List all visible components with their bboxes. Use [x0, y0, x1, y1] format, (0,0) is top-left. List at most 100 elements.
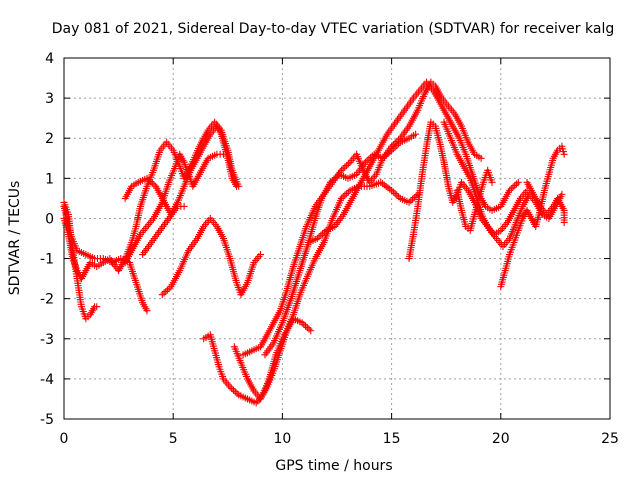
series-track-12 — [305, 78, 522, 247]
y-axis-label: SDTVAR / TECUs — [7, 181, 23, 296]
y-tick-label: -2 — [40, 292, 54, 308]
data-point — [395, 136, 403, 144]
x-tick-label: 0 — [60, 431, 69, 447]
data-point — [365, 155, 373, 163]
chart-title: Day 081 of 2021, Sidereal Day-to-day VTE… — [52, 21, 614, 37]
data-point — [337, 194, 345, 202]
series-track-15 — [453, 166, 496, 234]
data-point — [363, 157, 371, 165]
data-point — [231, 388, 239, 396]
data-point — [344, 160, 352, 168]
data-point — [343, 161, 351, 169]
x-tick-label: 5 — [169, 431, 178, 447]
data-point — [488, 178, 496, 186]
x-tick-label: 15 — [383, 431, 401, 447]
data-point — [560, 218, 568, 226]
data-point — [388, 186, 396, 194]
data-point — [330, 175, 338, 183]
data-point — [393, 191, 401, 199]
data-point — [391, 190, 399, 198]
data-point — [148, 179, 156, 187]
data-point — [326, 178, 334, 186]
data-point — [395, 193, 403, 201]
data-point — [511, 182, 519, 190]
x-ticks: 0 5 10 15 20 25 — [60, 58, 619, 447]
data-point — [158, 291, 166, 299]
data-point — [233, 389, 241, 397]
x-tick-label: 25 — [601, 431, 619, 447]
data-point — [305, 325, 313, 333]
data-point — [341, 191, 349, 199]
series-track-9 — [230, 178, 422, 403]
y-tick-label: 0 — [45, 211, 54, 227]
data-point — [320, 228, 328, 236]
y-tick-label: -5 — [40, 412, 54, 428]
grid — [64, 58, 610, 419]
data-point — [228, 385, 236, 393]
data-point — [303, 324, 311, 332]
x-axis-label: GPS time / hours — [275, 458, 392, 474]
data-point — [229, 386, 237, 394]
data-point — [514, 178, 522, 186]
data-point — [412, 130, 420, 138]
data-point — [343, 190, 351, 198]
data-point — [558, 190, 566, 198]
y-tick-label: 2 — [45, 131, 54, 147]
y-tick-label: -3 — [40, 332, 54, 348]
plot-frame — [63, 57, 611, 420]
x-tick-label: 10 — [273, 431, 291, 447]
data-point — [560, 150, 568, 158]
data-point — [412, 192, 420, 200]
y-tick-label: 4 — [45, 51, 54, 67]
data-point — [344, 188, 352, 196]
data-point — [313, 235, 321, 242]
y-tick-label: -4 — [40, 372, 54, 388]
data-point — [388, 142, 396, 150]
data-point — [339, 193, 347, 201]
data-point — [333, 172, 341, 180]
data-point — [391, 139, 399, 147]
data-point — [143, 174, 151, 182]
data-point — [146, 178, 154, 186]
data-point — [407, 197, 415, 205]
data-point — [165, 284, 173, 292]
data-point — [298, 319, 306, 327]
data-point — [226, 383, 234, 391]
data-point — [341, 163, 349, 171]
y-ticks: -5 -4 -3 -2 -1 0 1 2 3 4 — [40, 51, 610, 428]
data-point — [405, 198, 413, 206]
x-tick-label: 20 — [492, 431, 510, 447]
data-point — [389, 188, 397, 196]
data-point — [162, 287, 170, 295]
data-point — [180, 202, 188, 210]
data-point — [507, 185, 515, 193]
data-point — [509, 183, 517, 191]
data-point — [389, 141, 397, 149]
y-tick-label: 1 — [45, 171, 54, 187]
data-point — [164, 286, 172, 294]
data-point — [317, 231, 325, 239]
series-track-3 — [60, 202, 151, 315]
series-track-17 — [523, 178, 568, 226]
data-point — [93, 303, 101, 311]
data-point — [393, 137, 401, 145]
data-point — [477, 154, 485, 162]
y-tick-label: -1 — [40, 252, 54, 268]
series-track-10 — [239, 130, 420, 359]
data-point — [233, 182, 241, 190]
data-point — [257, 251, 265, 259]
data-point — [143, 307, 151, 315]
data-point — [160, 289, 168, 297]
data-points — [60, 78, 568, 407]
data-point — [328, 177, 336, 185]
data-point — [332, 174, 340, 182]
data-point — [300, 320, 308, 328]
series-track-6 — [139, 202, 188, 259]
data-point — [339, 165, 347, 173]
data-point — [315, 233, 323, 241]
series-track-7 — [158, 214, 265, 299]
data-point — [319, 230, 327, 238]
y-tick-label: 3 — [45, 91, 54, 107]
data-point — [409, 195, 417, 203]
